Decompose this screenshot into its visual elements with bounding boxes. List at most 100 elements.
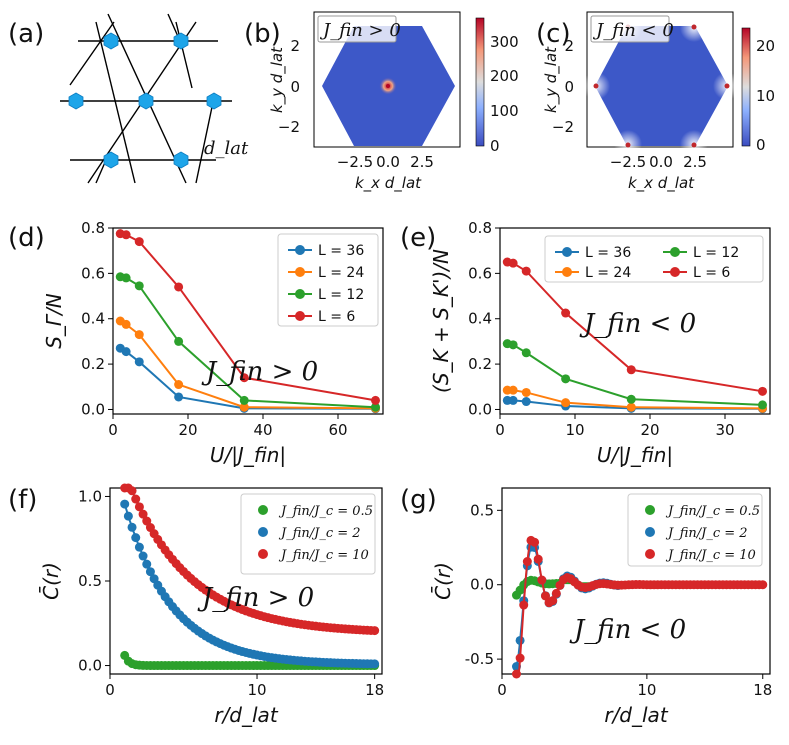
data-point-d-3-1 [121, 230, 131, 240]
series-line-e-2 [507, 342, 763, 406]
ytick-label-d-1: 0.2 [81, 355, 105, 373]
heatmap-c-xticks: −2.5 0.0 2.5 [610, 153, 707, 171]
lattice-spacing-label: d_lat [204, 138, 249, 159]
ytick-label-f-2: 1.0 [78, 487, 102, 505]
data-point-g-2-2 [519, 600, 529, 610]
cb-b-2: 100 [490, 102, 519, 120]
plot-frame-d [112, 227, 384, 415]
heatmap-c-yticks: 2 0 −2 [552, 37, 574, 136]
xtick-label-g-2: 18 [753, 681, 772, 699]
chart-d: 0 20 40 60 0.0 0.2 0.4 0.6 0.8 U/|J_fin| S_Γ/N L = … [42, 219, 384, 467]
legend-marker-d-2 [295, 289, 305, 299]
data-point-f-2-68 [370, 626, 380, 636]
data-point-f-2-2 [127, 486, 137, 496]
legend-label-f-1: J_fin/J_c = 2 [278, 526, 361, 541]
legend-marker-e-3 [670, 267, 680, 277]
yt-b-1: 0 [290, 78, 300, 96]
xt-c-2: 2.5 [683, 153, 707, 171]
yt-c-1: 0 [564, 78, 574, 96]
ylabel-c: k_y d_lat [542, 46, 561, 113]
data-point-e-2-3 [561, 374, 571, 384]
xlabel-e: U/|J_fin| [597, 443, 673, 467]
xtick-label-e-0: 0 [495, 421, 505, 439]
data-point-f-1-5 [138, 551, 148, 561]
data-point-f-2-4 [134, 502, 144, 512]
ytick-label-d-2: 0.4 [81, 310, 105, 328]
ytick-label-e-3: 0.6 [468, 264, 492, 282]
xt-c-1: 0.0 [649, 153, 673, 171]
ytick-label-d-4: 0.8 [81, 219, 105, 237]
data-point-f-1-4 [134, 542, 144, 552]
colorbar-c-ticks: 20 10 0 [756, 37, 775, 154]
data-point-d-1-2 [134, 330, 144, 340]
legend-label-g-1: J_fin/J_c = 2 [665, 526, 748, 541]
xt-b-2: 2.5 [410, 153, 434, 171]
yt-c-0: 2 [564, 37, 574, 55]
ytick-label-e-4: 0.8 [468, 219, 492, 237]
colorbar-b-ticks: 300 200 100 0 [490, 33, 519, 155]
data-point-e-2-4 [626, 394, 636, 404]
data-point-f-1-7 [145, 567, 155, 577]
data-point-f-1-1 [123, 511, 133, 521]
data-point-e-3-1 [508, 258, 518, 268]
ytick-label-f-0: 0.0 [78, 657, 102, 675]
legend-marker-d-3 [295, 311, 305, 321]
lattice-sites [68, 32, 222, 169]
panel-a: (a) d_lat [8, 13, 249, 184]
data-point-d-2-2 [134, 281, 144, 291]
data-point-f-1-6 [142, 559, 152, 569]
chart-g: 0 10 18 -0.5 0.0 0.5 r/d_lat C̄(r) J_fin/J_c = 0… [430, 487, 772, 727]
legend-marker-e-1 [562, 267, 572, 277]
ytick-label-d-0: 0.0 [81, 400, 105, 418]
xtick-label-g-0: 0 [497, 681, 507, 699]
legend-marker-e-2 [670, 247, 680, 257]
data-point-d-3-4 [239, 373, 249, 383]
xtick-label-d-0: 0 [108, 421, 118, 439]
xtick-label-e-3: 30 [715, 421, 734, 439]
colorbar-c [741, 27, 751, 147]
legend-marker-f-2 [258, 549, 268, 559]
xlabel-d: U/|J_fin| [210, 443, 286, 467]
data-point-d-1-4 [239, 402, 249, 412]
data-point-d-3-5 [371, 395, 380, 405]
xlabel-f: r/d_lat [214, 703, 278, 727]
panel-c-label: (c) [536, 19, 571, 49]
data-point-e-0-2 [521, 397, 531, 407]
xtick-label-g-1: 10 [637, 681, 656, 699]
inset-box-c [590, 15, 670, 43]
plot-frame-e [499, 227, 771, 415]
data-point-d-2-3 [174, 336, 184, 346]
panel-a-label: (a) [8, 19, 44, 49]
plot-frame-g [501, 487, 771, 675]
xt-c-0: −2.5 [610, 153, 646, 171]
inset-text-c: J_fin < 0 [592, 20, 674, 41]
legend-marker-f-1 [258, 527, 268, 537]
ytick-label-f-1: 0.5 [78, 572, 102, 590]
ytick-label-e-0: 0.0 [468, 400, 492, 418]
xtick-label-d-1: 20 [178, 421, 197, 439]
legend-label-f-2: J_fin/J_c = 10 [278, 548, 369, 563]
ylabel-b: k_y d_lat [268, 46, 287, 113]
legend-label-e-2: L = 12 [693, 245, 739, 261]
legend-marker-d-0 [295, 245, 305, 255]
cb-c-0: 20 [756, 37, 775, 55]
data-point-e-1-4 [626, 402, 636, 412]
data-point-f-1-68 [370, 659, 380, 669]
annotation-d: J_fin > 0 [201, 357, 318, 387]
xtick-label-f-2: 18 [365, 681, 384, 699]
bz-hexagon-c [595, 26, 728, 146]
data-point-f-1-2 [127, 522, 137, 532]
data-point-g-2-7 [537, 575, 547, 585]
data-point-d-2-4 [239, 395, 249, 405]
legend-box-f [240, 493, 376, 575]
panel-f-label: (f) [8, 485, 37, 515]
panel-c: (c) J_fin < 0 2 0 −2 −2.5 0.0 [536, 11, 775, 193]
legend-label-e-1: L = 24 [585, 265, 631, 281]
chart-f: 0 10 18 0.0 0.5 1.0 r/d_lat C̄(r) J_fin/J_c = 0.… [38, 483, 384, 727]
data-point-d-0-1 [121, 347, 131, 357]
ytick-label-g-1: 0.0 [470, 576, 494, 594]
data-point-d-0-2 [134, 357, 144, 367]
legend-marker-g-1 [645, 527, 655, 537]
data-point-g-2-10 [548, 596, 558, 606]
